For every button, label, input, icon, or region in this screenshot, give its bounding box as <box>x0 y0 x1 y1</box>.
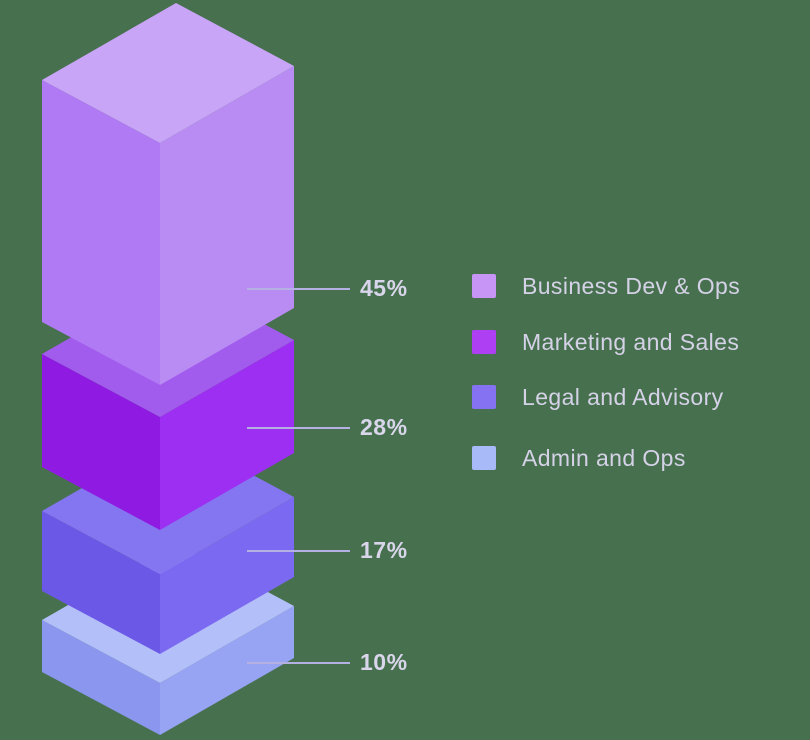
bar-marketing-and-sales-right-face <box>160 340 294 530</box>
bar-admin-and-ops-right-face <box>160 606 294 735</box>
legend-swatch-marketing-and-sales <box>472 330 496 354</box>
legend-label-business-dev-ops: Business Dev & Ops <box>522 272 741 299</box>
legend-label-marketing-and-sales: Marketing and Sales <box>522 328 740 355</box>
legend-item-business-dev-ops: Business Dev & Ops <box>472 272 741 299</box>
bar-business-dev-ops-left-face <box>42 80 160 385</box>
legend-item-legal-and-advisory: Legal and Advisory <box>472 383 724 410</box>
value-label-business-dev-ops: 45% <box>360 275 408 301</box>
legend-swatch-admin-and-ops <box>472 446 496 470</box>
bar-business-dev-ops-top-face <box>42 3 294 143</box>
legend-item-admin-and-ops: Admin and Ops <box>472 444 686 471</box>
value-callouts: 45% 28% 17% 10% <box>247 275 408 675</box>
legend-swatch-business-dev-ops <box>472 274 496 298</box>
bar-business-dev-ops <box>42 3 294 385</box>
bar-business-dev-ops-right-face <box>160 66 294 385</box>
legend-label-admin-and-ops: Admin and Ops <box>522 444 686 471</box>
bar-legal-and-advisory-right-face <box>160 497 294 654</box>
value-label-legal-and-advisory: 17% <box>360 537 408 563</box>
bar-marketing-and-sales-left-face <box>42 354 160 530</box>
legend-label-legal-and-advisory: Legal and Advisory <box>522 383 724 410</box>
legend-item-marketing-and-sales: Marketing and Sales <box>472 328 740 355</box>
value-label-admin-and-ops: 10% <box>360 649 408 675</box>
bar-legal-and-advisory-left-face <box>42 511 160 654</box>
legend-swatch-legal-and-advisory <box>472 385 496 409</box>
bar-admin-and-ops-left-face <box>42 620 160 735</box>
value-label-marketing-and-sales: 28% <box>360 414 408 440</box>
